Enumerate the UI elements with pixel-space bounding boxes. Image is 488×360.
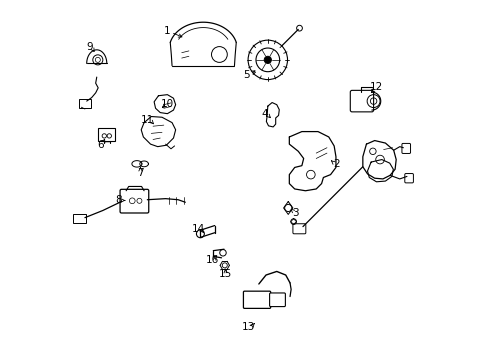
Text: 6: 6 — [97, 140, 103, 150]
Text: 15: 15 — [219, 269, 232, 279]
Text: 9: 9 — [86, 42, 93, 51]
FancyBboxPatch shape — [79, 99, 91, 108]
Text: 7: 7 — [137, 168, 143, 178]
Circle shape — [264, 56, 271, 63]
FancyBboxPatch shape — [404, 174, 412, 183]
FancyBboxPatch shape — [292, 224, 305, 234]
Text: 5: 5 — [243, 70, 249, 80]
FancyBboxPatch shape — [120, 189, 148, 213]
FancyBboxPatch shape — [349, 90, 373, 112]
Text: 12: 12 — [369, 82, 382, 93]
Text: 16: 16 — [205, 255, 219, 265]
Text: 14: 14 — [192, 224, 205, 234]
FancyBboxPatch shape — [269, 293, 285, 307]
Text: 3: 3 — [292, 208, 299, 218]
Text: 10: 10 — [161, 99, 174, 109]
FancyBboxPatch shape — [98, 129, 115, 141]
Text: 1: 1 — [164, 26, 170, 36]
Text: 11: 11 — [141, 115, 154, 125]
FancyBboxPatch shape — [73, 214, 86, 223]
Text: 4: 4 — [261, 109, 267, 119]
Text: 2: 2 — [333, 159, 339, 169]
FancyBboxPatch shape — [243, 291, 270, 309]
Text: 13: 13 — [241, 322, 254, 332]
Text: 8: 8 — [116, 195, 122, 206]
FancyBboxPatch shape — [401, 143, 410, 153]
